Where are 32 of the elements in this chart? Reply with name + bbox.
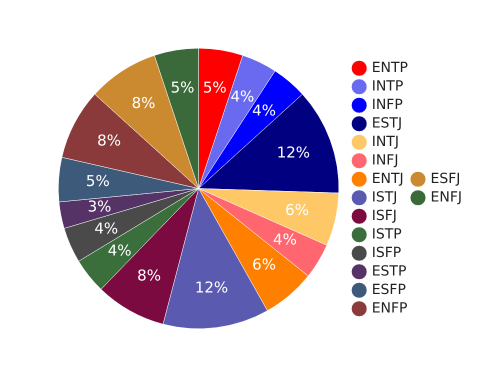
legend-label: INTP xyxy=(372,78,404,94)
data-label: 5% xyxy=(86,172,110,190)
data-label: 12% xyxy=(276,144,310,162)
data-label: 8% xyxy=(132,94,156,112)
data-label: 3% xyxy=(88,198,112,216)
legend-label: ENTP xyxy=(372,60,408,76)
data-label: 4% xyxy=(273,230,297,249)
legend-label: ESFP xyxy=(372,282,406,298)
legend-label: INFJ xyxy=(372,152,398,168)
data-label: 4% xyxy=(230,87,254,106)
legend-label: ISFJ xyxy=(372,208,397,224)
data-label: 4% xyxy=(108,241,132,260)
legend-label: ESTP xyxy=(372,263,406,280)
data-label: 8% xyxy=(137,266,161,284)
legend-label: ENFJ xyxy=(430,189,462,206)
legend-label: ESFJ xyxy=(430,170,460,187)
data-label: 8% xyxy=(97,132,121,150)
legend-label: ISTJ xyxy=(372,189,398,206)
data-label: 12% xyxy=(194,278,228,297)
data-label: 5% xyxy=(202,78,227,97)
legend-label: ISFP xyxy=(372,244,402,261)
legend-label: ISTP xyxy=(372,226,402,242)
legend-label: ENFP xyxy=(372,300,408,316)
data-label: 6% xyxy=(252,255,276,274)
legend-label: ENTJ xyxy=(372,170,404,187)
legend-label: ESTJ xyxy=(372,115,402,132)
data-label: 4% xyxy=(252,102,276,120)
data-label: 5% xyxy=(170,78,194,97)
legend-label: INTJ xyxy=(372,134,399,150)
data-label: 4% xyxy=(94,219,118,238)
data-label: 6% xyxy=(285,200,309,219)
legend-label: INFP xyxy=(372,96,403,113)
